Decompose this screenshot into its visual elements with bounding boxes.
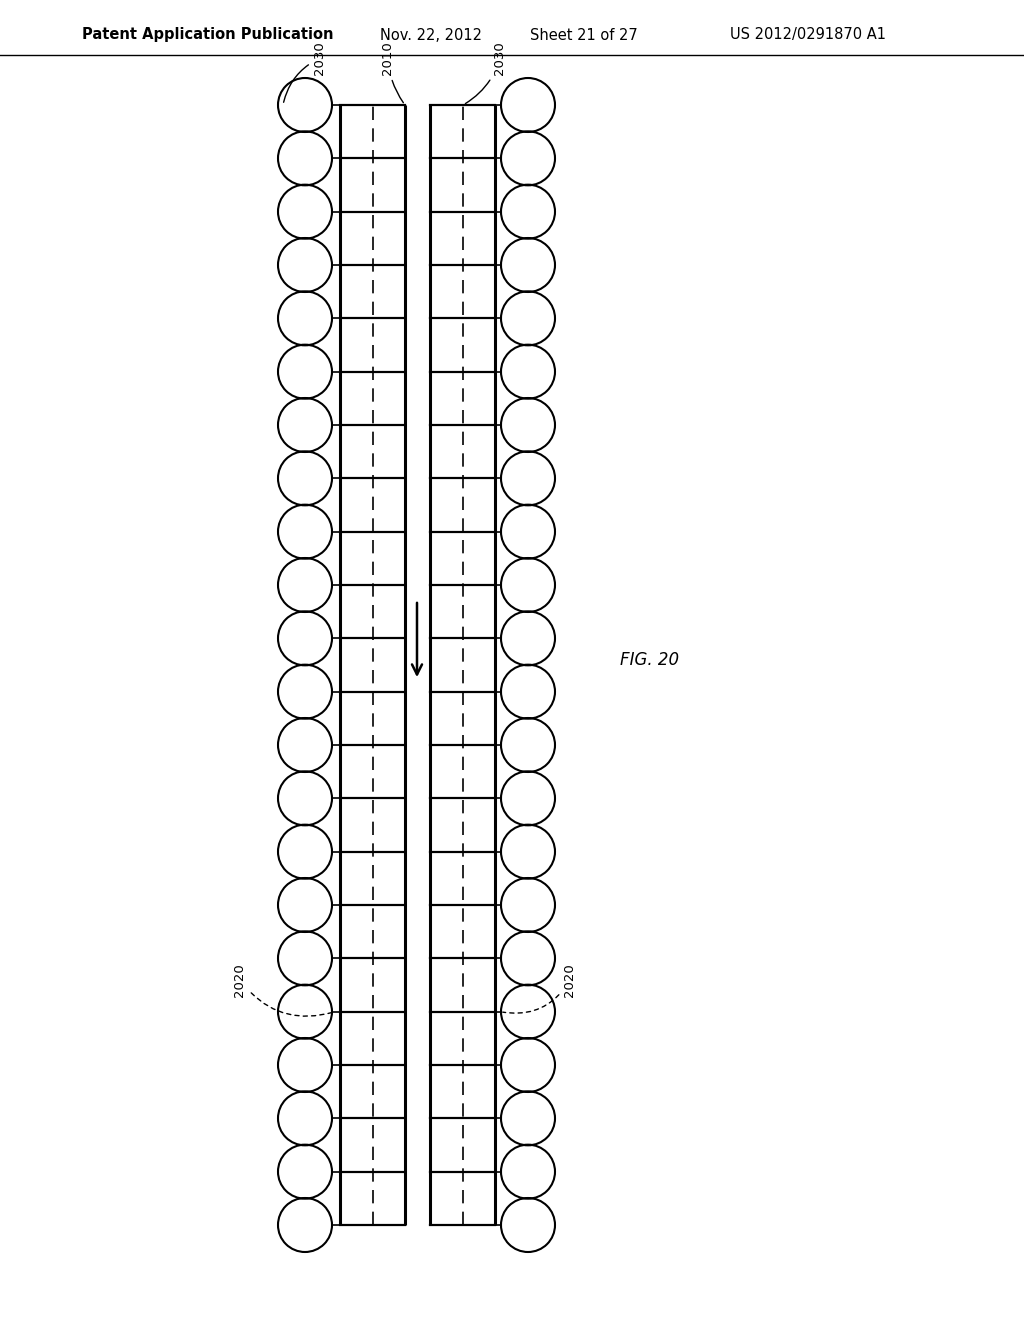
Text: 2020: 2020 [233, 962, 333, 1016]
Text: 2030: 2030 [465, 41, 507, 103]
Text: 2020: 2020 [503, 962, 577, 1014]
Text: Sheet 21 of 27: Sheet 21 of 27 [530, 28, 638, 42]
Text: US 2012/0291870 A1: US 2012/0291870 A1 [730, 28, 886, 42]
Text: 2010: 2010 [382, 41, 403, 103]
Text: Nov. 22, 2012: Nov. 22, 2012 [380, 28, 482, 42]
Text: FIG. 20: FIG. 20 [620, 651, 679, 669]
Text: Patent Application Publication: Patent Application Publication [82, 28, 334, 42]
Text: 2030: 2030 [284, 41, 327, 102]
